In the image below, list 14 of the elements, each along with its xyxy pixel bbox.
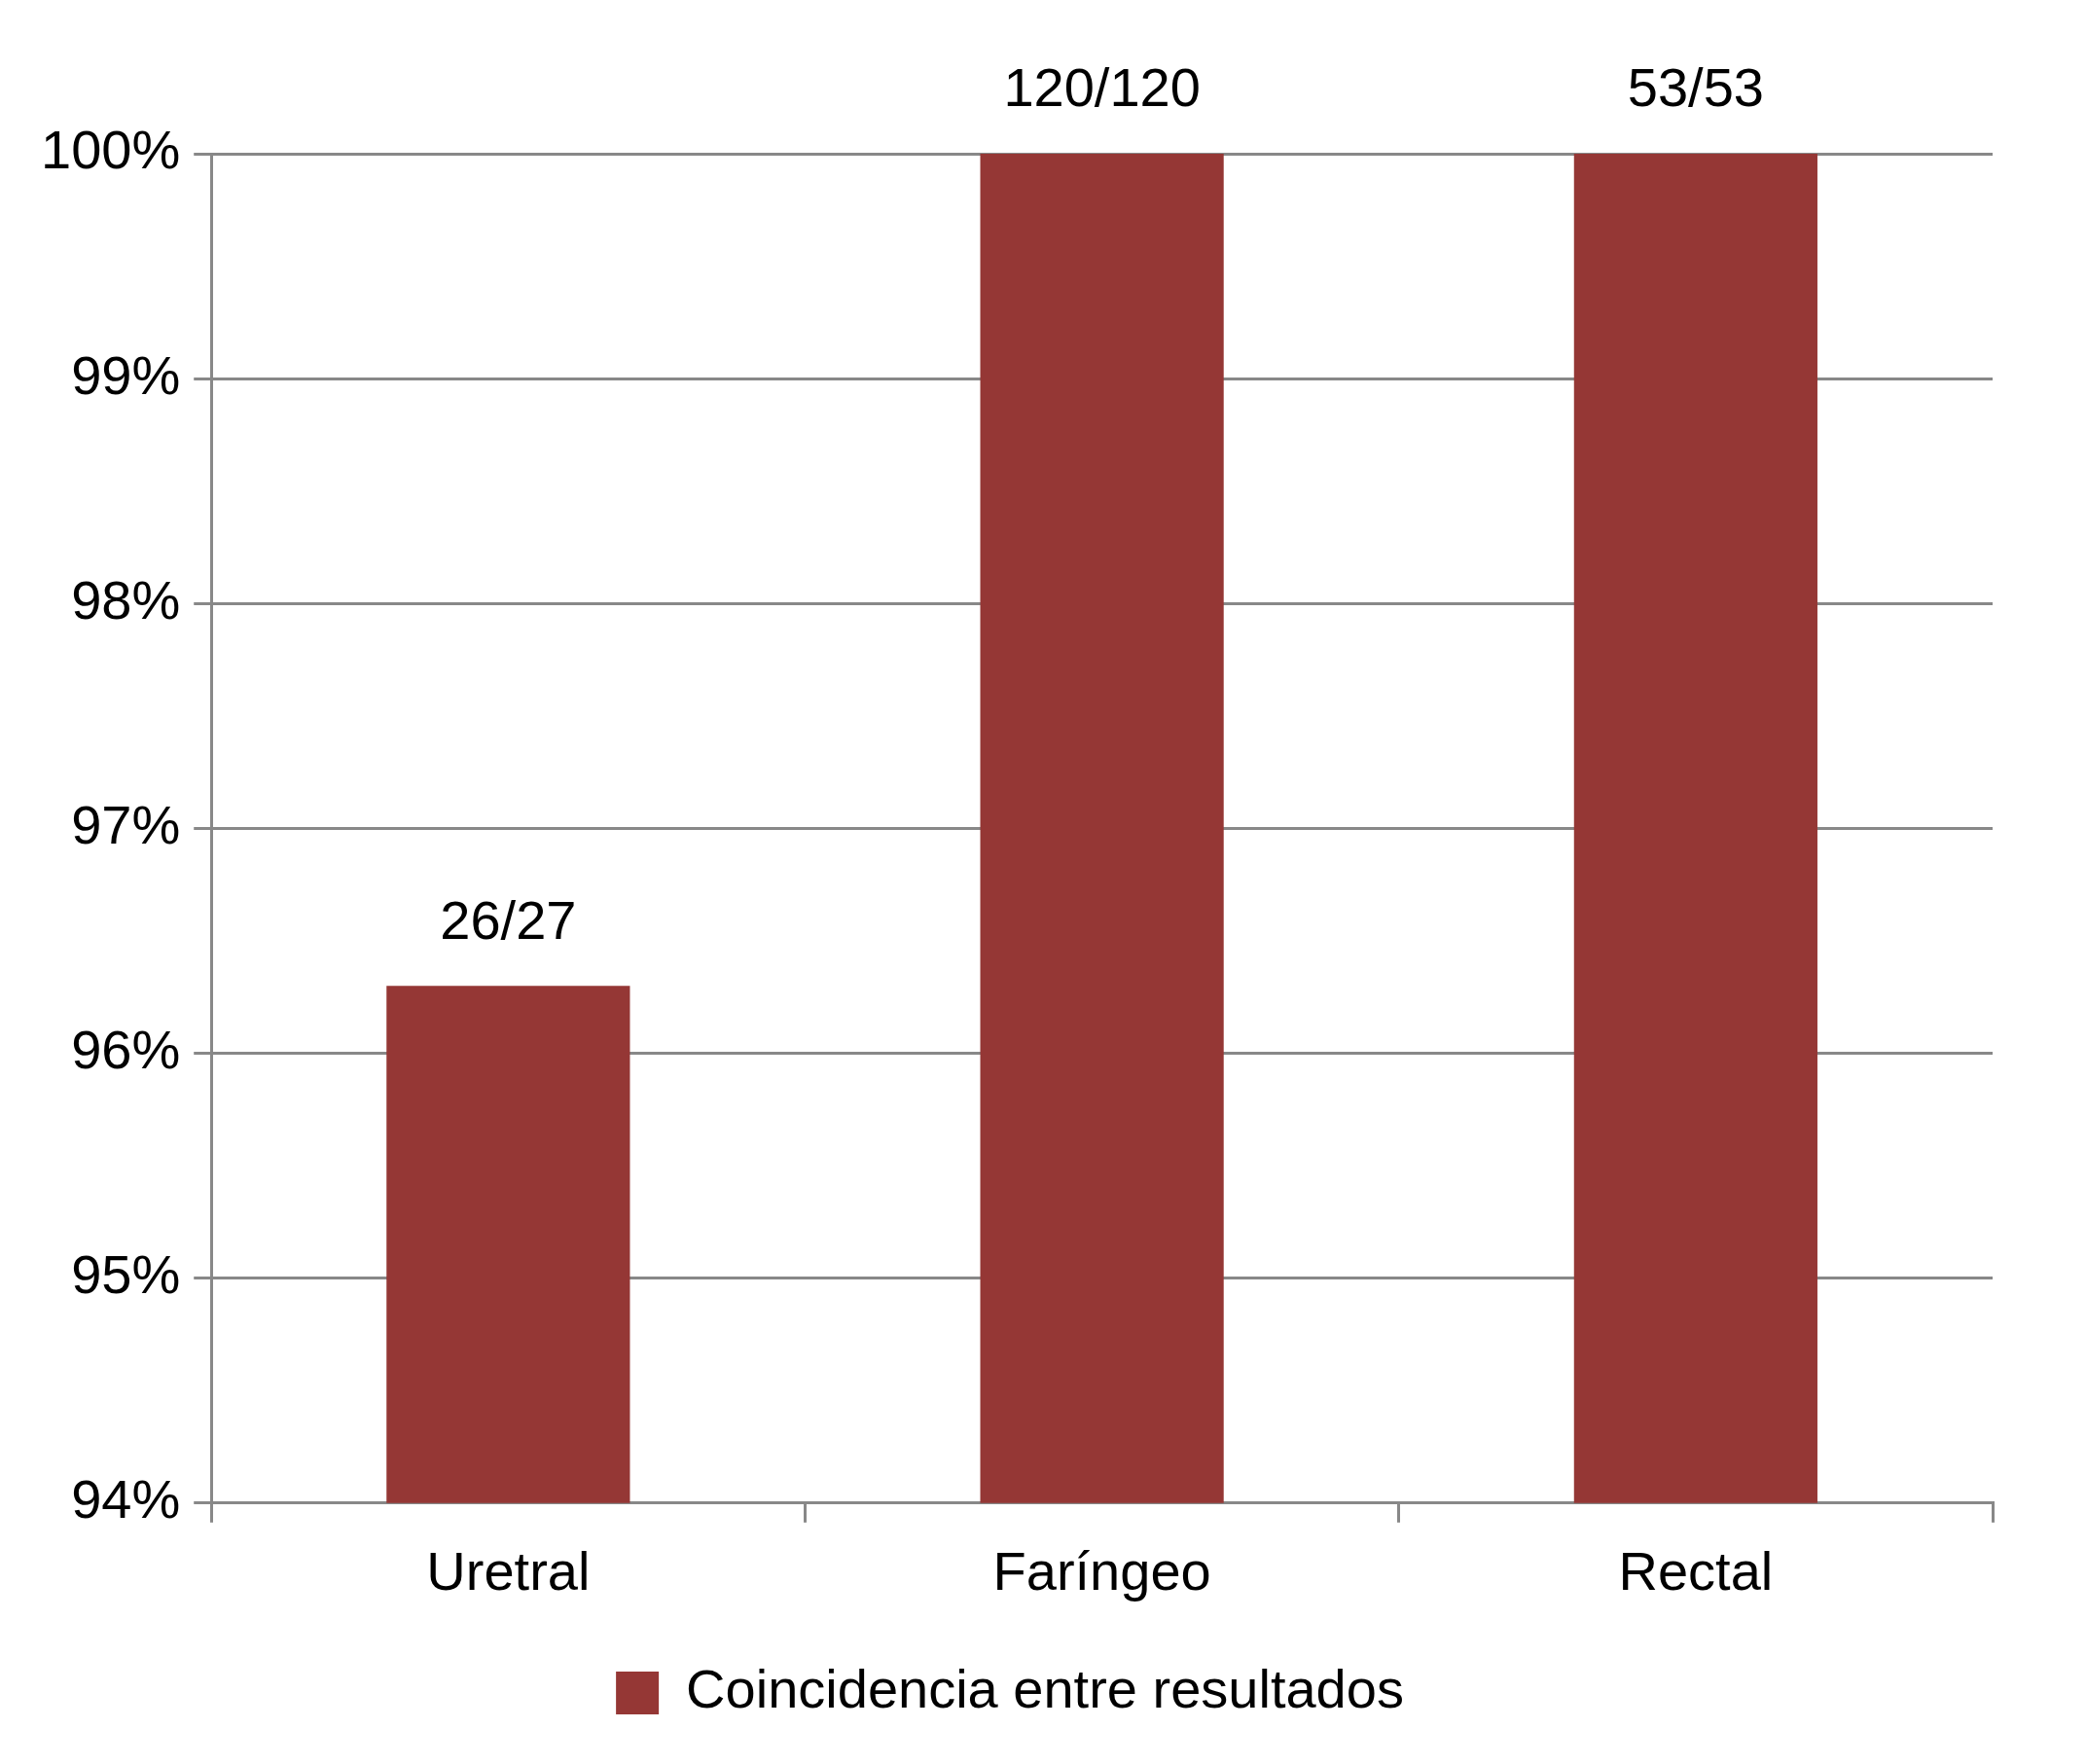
y-tick-label: 96%: [71, 1018, 181, 1080]
legend-label: Coincidencia entre resultados: [686, 1658, 1404, 1720]
y-tick-label: 98%: [71, 568, 181, 630]
data-label: 120/120: [1003, 56, 1201, 119]
y-tick-label: 95%: [71, 1243, 181, 1306]
data-label: 26/27: [440, 888, 577, 951]
y-tick-label: 100%: [40, 119, 181, 181]
x-tick-label: Uretral: [426, 1539, 591, 1602]
y-tick-label: 99%: [71, 343, 181, 406]
x-tick-label: Faríngeo: [992, 1539, 1211, 1602]
y-tick-label: 97%: [71, 793, 181, 855]
x-tick-label: Rectal: [1618, 1539, 1774, 1602]
data-label: 53/53: [1627, 56, 1764, 119]
y-tick-label: 94%: [71, 1468, 181, 1530]
